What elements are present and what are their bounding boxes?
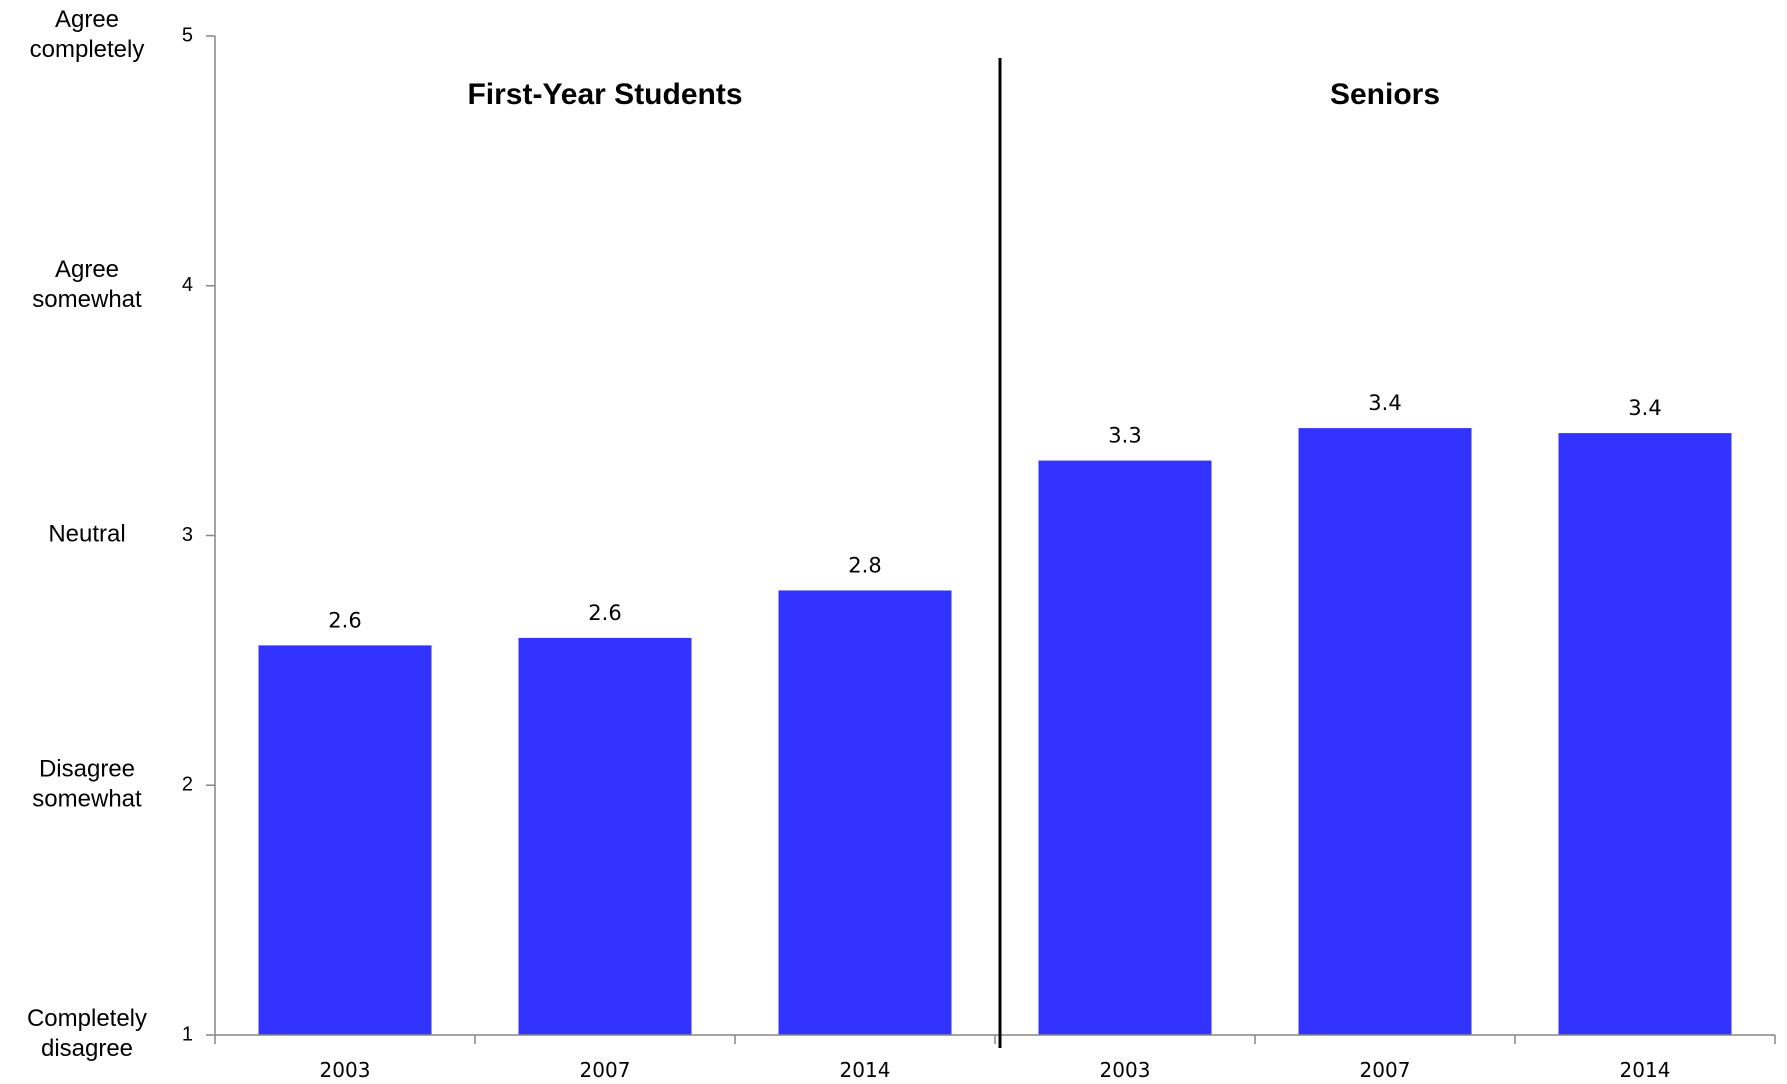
scale-label-line: Neutral — [48, 521, 125, 548]
scale-label: Agree somewhat — [32, 256, 142, 313]
y-axis-ticks: 1 2 3 4 5 — [182, 24, 215, 1045]
y-tick-label: 1 — [182, 1023, 193, 1045]
category-label: 2003 — [320, 1058, 371, 1082]
scale-label-line: somewhat — [32, 286, 142, 313]
data-labels: 2.6 2.6 2.8 3.3 3.4 3.4 — [328, 391, 1661, 632]
scale-label-line: Agree — [55, 256, 119, 283]
category-label: 2007 — [580, 1058, 631, 1082]
data-label: 2.8 — [848, 553, 881, 577]
data-label: 2.6 — [588, 601, 621, 625]
data-label: 2.6 — [328, 608, 361, 632]
category-label: 2014 — [840, 1058, 891, 1082]
scale-labels: Completely disagree Disagree somewhat Neutra… — [27, 6, 147, 1062]
scale-label-line: Completely — [27, 1005, 147, 1032]
bar — [778, 590, 952, 1035]
bar — [1558, 433, 1732, 1035]
category-label: 2007 — [1360, 1058, 1411, 1082]
scale-label: Neutral — [48, 521, 125, 548]
y-tick-label: 5 — [182, 24, 193, 46]
scale-label-line: Disagree — [39, 756, 135, 783]
group-title: Seniors — [1330, 78, 1440, 111]
bar — [258, 645, 432, 1035]
group-title: First-Year Students — [467, 78, 742, 111]
bar — [1298, 428, 1472, 1035]
category-label: 2014 — [1620, 1058, 1671, 1082]
bars — [258, 428, 1732, 1035]
bar — [518, 637, 692, 1035]
scale-label-line: disagree — [41, 1035, 133, 1062]
y-tick-label: 2 — [182, 774, 193, 796]
category-label: 2003 — [1100, 1058, 1151, 1082]
data-label: 3.3 — [1108, 424, 1141, 448]
scale-label: Agree completely — [30, 6, 145, 63]
x-axis: 2003 2007 2014 2003 2007 2014 — [214, 1034, 1776, 1082]
scale-label-line: Agree — [55, 6, 119, 33]
y-tick-label: 3 — [182, 524, 193, 546]
group-titles: First-Year Students Seniors — [467, 78, 1440, 111]
scale-label: Completely disagree — [27, 1005, 147, 1062]
scale-label-line: completely — [30, 36, 145, 63]
y-tick-label: 4 — [182, 274, 193, 296]
scale-label-line: somewhat — [32, 786, 142, 813]
data-label: 3.4 — [1368, 391, 1401, 415]
scale-label: Disagree somewhat — [32, 756, 142, 813]
bar — [1038, 460, 1212, 1035]
data-label: 3.4 — [1628, 396, 1661, 420]
